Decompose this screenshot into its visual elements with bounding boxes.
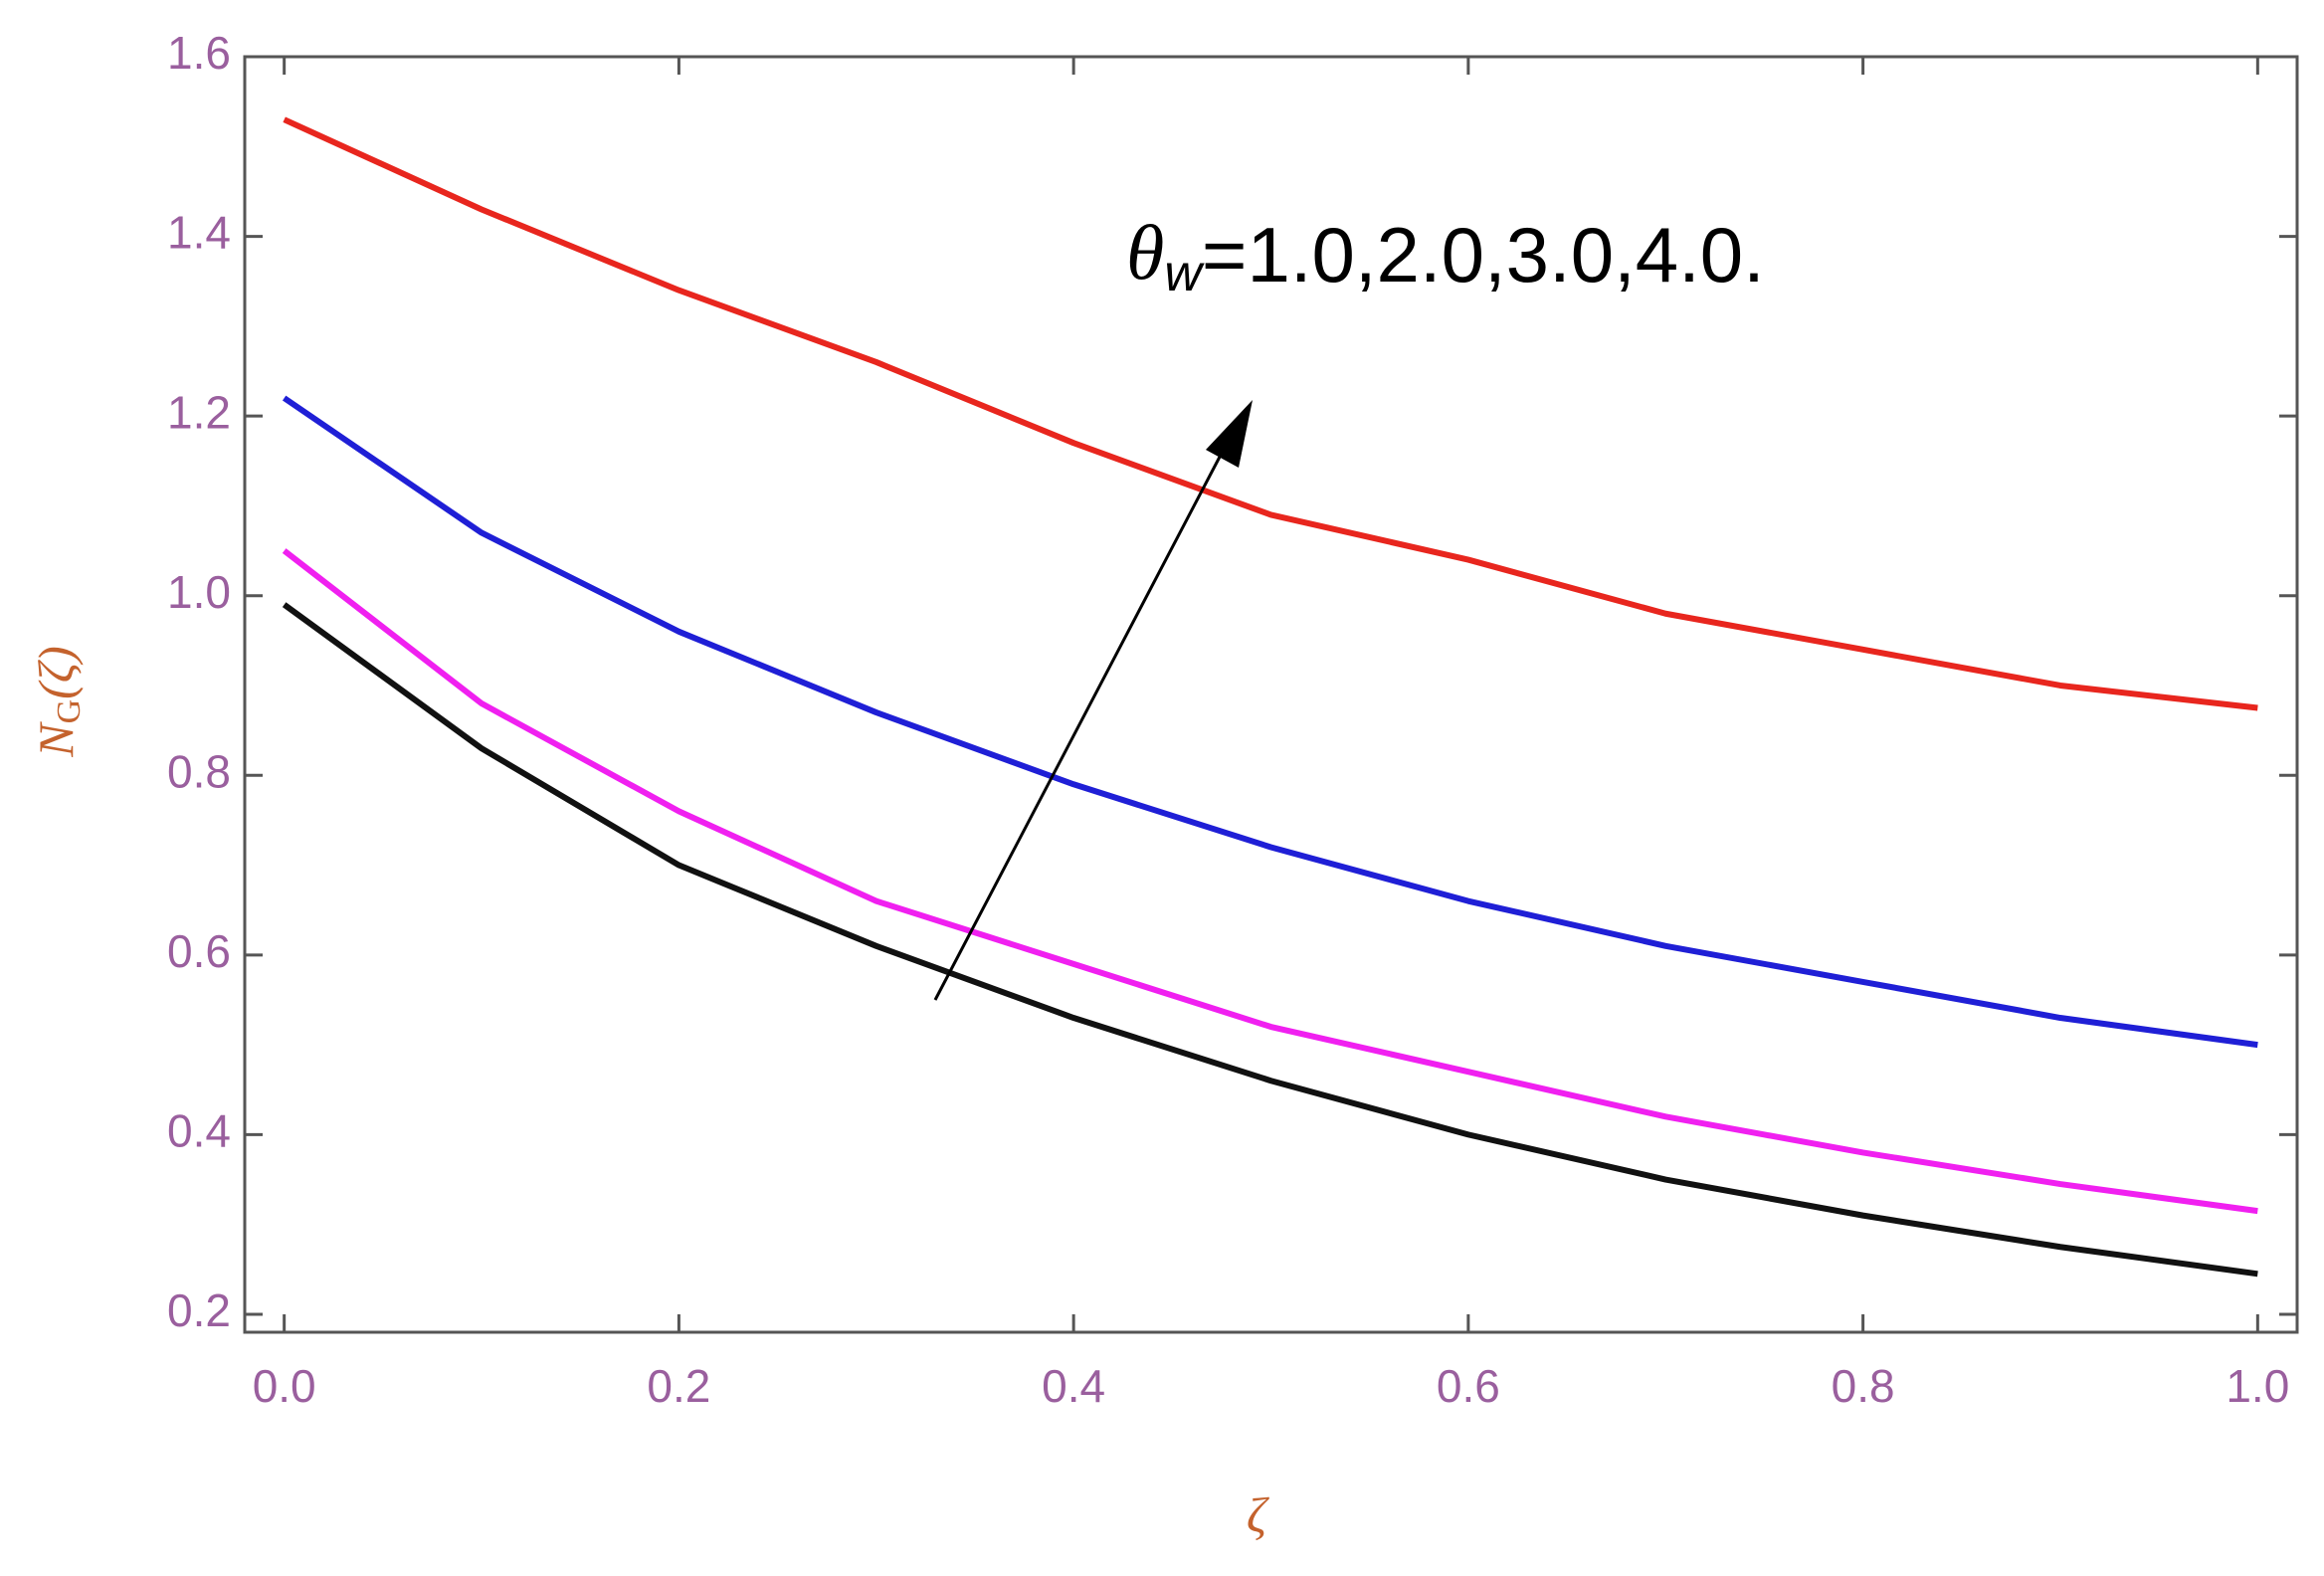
annotation-symbol: θ (1126, 209, 1164, 296)
annotation: θw=1.0,2.0,3.0,4.0. (1126, 209, 1765, 302)
x-tick-label: 0.2 (647, 1360, 710, 1412)
series-line (282, 602, 2258, 1278)
y-tick-label: 0.8 (167, 745, 231, 797)
y-tick-label: 1.0 (167, 566, 231, 618)
x-tick-label: 0.4 (1042, 1360, 1105, 1412)
y-label-sub: G (51, 699, 88, 724)
y-tick-label: 1.2 (167, 386, 231, 438)
x-tick-label: 0.0 (253, 1360, 316, 1412)
x-axis-label: ζ (1247, 1486, 1270, 1542)
arrow-head (1206, 400, 1253, 468)
series-line (283, 116, 2258, 711)
y-tick-label: 0.6 (167, 925, 231, 977)
y-tick-label: 0.2 (167, 1284, 231, 1336)
y-label-main: N (28, 721, 84, 758)
plot-area (282, 116, 2258, 1278)
x-tick-label: 1.0 (2226, 1360, 2289, 1412)
y-tick-label: 1.6 (167, 27, 231, 79)
y-tick-label: 0.4 (167, 1105, 231, 1157)
x-tick-label: 0.8 (1832, 1360, 1895, 1412)
arrow-shaft (933, 437, 1232, 1001)
y-axis-label: NG(ζ) (28, 646, 87, 757)
series-line (282, 548, 2258, 1215)
annotation-subscript: w (1164, 245, 1205, 302)
series-line (282, 395, 2258, 1049)
x-tick-label: 0.6 (1437, 1360, 1500, 1412)
y-label-rest: (ζ) (28, 646, 84, 699)
plot-frame (243, 55, 2299, 1334)
annotation-text: =1.0,2.0,3.0,4.0. (1202, 211, 1765, 298)
y-tick-label: 1.4 (167, 207, 231, 259)
